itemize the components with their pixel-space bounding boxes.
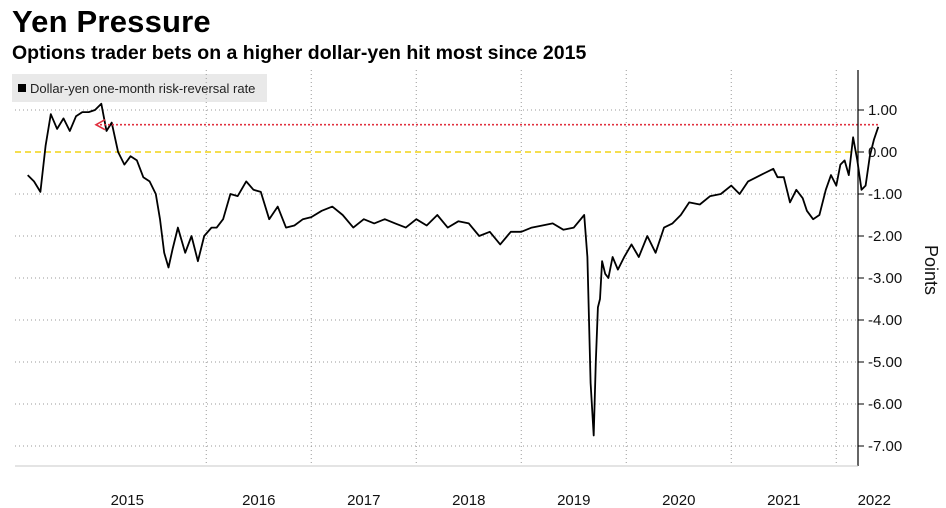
x-tick-label: 2020 (662, 492, 695, 508)
y-tick-label: -4.00 (868, 312, 902, 329)
y-axis-label: Points (921, 245, 941, 295)
y-tick-label: -3.00 (868, 270, 902, 287)
x-tick-label: 2021 (767, 492, 800, 508)
x-tick-label: 2019 (557, 492, 590, 508)
y-tick-label: -2.00 (868, 228, 902, 245)
x-tick-label: 2018 (452, 492, 485, 508)
y-tick-label: -5.00 (868, 354, 902, 371)
x-tick-label: 2017 (347, 492, 380, 508)
y-tick-label: -1.00 (868, 186, 902, 203)
x-tick-label: 2015 (111, 492, 144, 508)
series-line (28, 104, 879, 436)
y-tick-label: 1.00 (868, 102, 897, 119)
x-tick-label: 2022 (858, 492, 891, 508)
x-tick-label: 2016 (242, 492, 275, 508)
y-tick-label: -7.00 (868, 438, 902, 455)
y-tick-label: 0.00 (868, 144, 897, 161)
y-tick-label: -6.00 (868, 396, 902, 413)
